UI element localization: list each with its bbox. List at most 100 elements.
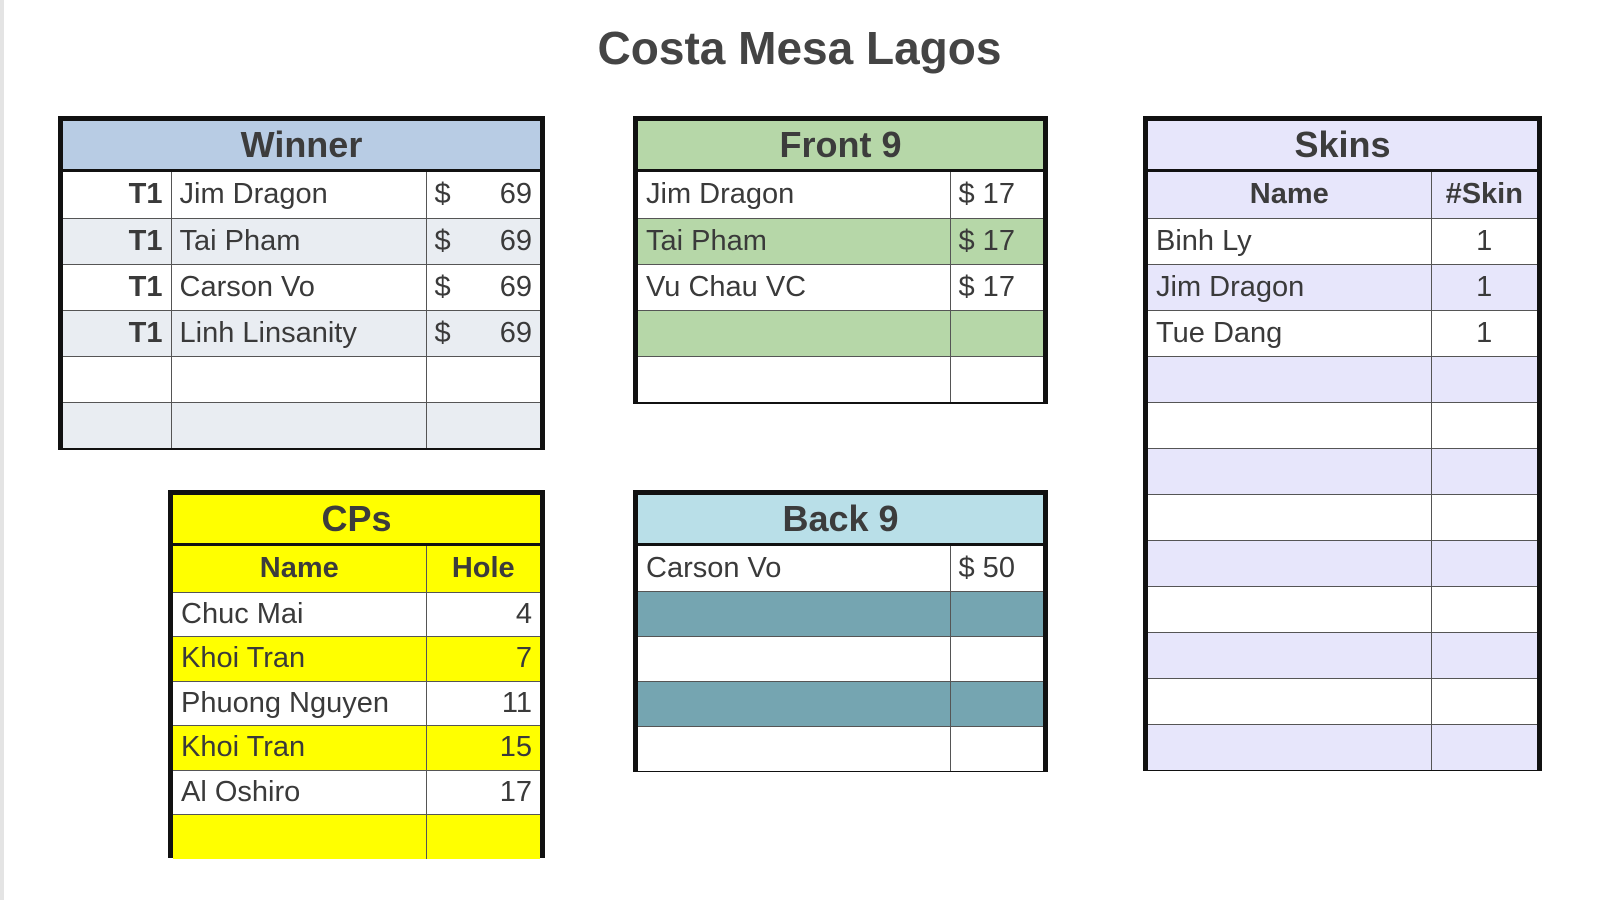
winner-place-cell[interactable] — [63, 401, 172, 448]
front9-header: Front 9 — [638, 121, 1043, 172]
front9-table: Front 9 Jim Dragon $ 17 Tai Pham $ 17 Vu Cha… — [633, 116, 1048, 404]
skins-count-cell[interactable] — [1430, 585, 1537, 633]
back9-name-cell[interactable]: Carson Vo — [638, 546, 951, 592]
winner-amount-cell[interactable] — [425, 355, 540, 403]
skins-name-cell[interactable] — [1148, 723, 1432, 770]
winner-place-cell[interactable]: T1 — [63, 309, 172, 357]
back9-amount-cell[interactable] — [949, 725, 1043, 771]
front9-name-cell[interactable]: Vu Chau VC — [638, 263, 951, 311]
cps-hole-cell[interactable]: 11 — [425, 680, 540, 726]
skins-count-cell[interactable]: 1 — [1430, 218, 1537, 265]
skins-count-cell[interactable] — [1430, 355, 1537, 403]
amount-value: 69 — [499, 316, 532, 349]
winner-place-cell[interactable]: T1 — [63, 263, 172, 311]
back9-amount-cell[interactable] — [949, 590, 1043, 637]
winner-name-cell[interactable]: Jim Dragon — [170, 172, 427, 219]
front9-amount-cell[interactable]: $ 17 — [949, 263, 1043, 311]
back9-amount-cell[interactable]: $ 50 — [949, 546, 1043, 592]
back9-amount-cell[interactable] — [949, 680, 1043, 727]
winner-amount: $69 — [435, 178, 533, 211]
cps-name-cell[interactable] — [173, 814, 427, 859]
skins-count-cell[interactable] — [1430, 677, 1537, 725]
winner-amount-cell[interactable]: $69 — [425, 217, 540, 265]
front9-name-cell[interactable]: Tai Pham — [638, 217, 951, 265]
skins-name-cell[interactable] — [1148, 631, 1432, 679]
winner-amount: $69 — [435, 271, 533, 304]
back9-amount-cell[interactable] — [949, 635, 1043, 682]
table-row — [1148, 585, 1537, 633]
table-row: Binh Ly 1 — [1148, 218, 1537, 265]
cps-name-cell[interactable]: Chuc Mai — [173, 592, 427, 637]
skins-name-cell[interactable] — [1148, 539, 1432, 587]
winner-name-cell[interactable] — [170, 401, 427, 448]
cps-col-name: Name — [173, 546, 427, 593]
winner-place-cell[interactable]: T1 — [63, 217, 172, 265]
skins-name-cell[interactable] — [1148, 493, 1432, 541]
winner-header: Winner — [63, 121, 540, 172]
winner-amount-cell[interactable]: $69 — [425, 263, 540, 311]
front9-amount-cell[interactable] — [949, 355, 1043, 402]
winner-place-cell[interactable]: T1 — [63, 172, 172, 219]
table-row — [63, 355, 540, 403]
cps-name-cell[interactable]: Al Oshiro — [173, 769, 427, 815]
skins-name-cell[interactable]: Tue Dang — [1148, 309, 1432, 357]
cps-hole-cell[interactable]: 4 — [425, 592, 540, 637]
skins-name-cell[interactable]: Jim Dragon — [1148, 263, 1432, 311]
front9-amount-cell[interactable]: $ 17 — [949, 172, 1043, 219]
skins-grid: Name #Skin Binh Ly 1 Jim Dragon 1 Tue Dang 1 — [1148, 172, 1537, 770]
back9-name-cell[interactable] — [638, 680, 951, 727]
winner-amount-cell[interactable] — [425, 401, 540, 448]
table-row — [1148, 631, 1537, 679]
winner-amount-cell[interactable]: $69 — [425, 309, 540, 357]
table-row: T1 Carson Vo $69 — [63, 263, 540, 311]
back9-table: Back 9 Carson Vo $ 50 — [633, 490, 1048, 772]
skins-name-cell[interactable]: Binh Ly — [1148, 218, 1432, 265]
winner-amount-cell[interactable]: $69 — [425, 172, 540, 219]
skins-count-cell[interactable] — [1430, 447, 1537, 495]
winner-name-cell[interactable]: Tai Pham — [170, 217, 427, 265]
skins-name-cell[interactable] — [1148, 585, 1432, 633]
winner-name-cell[interactable]: Linh Linsanity — [170, 309, 427, 357]
back9-name-cell[interactable] — [638, 590, 951, 637]
skins-name-cell[interactable] — [1148, 355, 1432, 403]
front9-name-cell[interactable] — [638, 355, 951, 402]
table-row — [638, 680, 1043, 727]
front9-amount-cell[interactable]: $ 17 — [949, 217, 1043, 265]
skins-name-cell[interactable] — [1148, 401, 1432, 449]
skins-col-name: Name — [1148, 172, 1432, 219]
table-row — [1148, 493, 1537, 541]
skins-count-cell[interactable] — [1430, 539, 1537, 587]
skins-count-cell[interactable] — [1430, 401, 1537, 449]
skins-count-cell[interactable] — [1430, 631, 1537, 679]
table-row: T1 Tai Pham $69 — [63, 217, 540, 265]
amount-value: 69 — [499, 270, 532, 303]
skins-table: Skins Name #Skin Binh Ly 1 Jim Dragon 1 Tue … — [1143, 116, 1542, 771]
cps-hole-cell[interactable]: 15 — [425, 725, 540, 771]
front9-name-cell[interactable] — [638, 309, 951, 357]
table-row — [1148, 355, 1537, 403]
skins-count-cell[interactable] — [1430, 493, 1537, 541]
cps-name-cell[interactable]: Phuong Nguyen — [173, 680, 427, 726]
table-row: Al Oshiro 17 — [173, 769, 540, 815]
table-row: Carson Vo $ 50 — [638, 546, 1043, 592]
cps-name-cell[interactable]: Khoi Tran — [173, 725, 427, 771]
front9-amount-cell[interactable] — [949, 309, 1043, 357]
amount-value: 69 — [499, 224, 532, 257]
cps-hole-cell[interactable] — [425, 814, 540, 859]
back9-name-cell[interactable] — [638, 635, 951, 682]
back9-name-cell[interactable] — [638, 725, 951, 771]
cps-hole-cell[interactable]: 7 — [425, 636, 540, 682]
winner-place-cell[interactable] — [63, 355, 172, 403]
skins-name-cell[interactable] — [1148, 447, 1432, 495]
skins-name-cell[interactable] — [1148, 677, 1432, 725]
winner-name-cell[interactable] — [170, 355, 427, 403]
table-row — [638, 590, 1043, 637]
winner-name-cell[interactable]: Carson Vo — [170, 263, 427, 311]
cps-name-cell[interactable]: Khoi Tran — [173, 636, 427, 682]
skins-count-cell[interactable]: 1 — [1430, 309, 1537, 357]
skins-count-cell[interactable] — [1430, 723, 1537, 770]
skins-count-cell[interactable]: 1 — [1430, 263, 1537, 311]
cps-hole-cell[interactable]: 17 — [425, 769, 540, 815]
front9-name-cell[interactable]: Jim Dragon — [638, 172, 951, 219]
currency-symbol: $ — [434, 270, 451, 303]
